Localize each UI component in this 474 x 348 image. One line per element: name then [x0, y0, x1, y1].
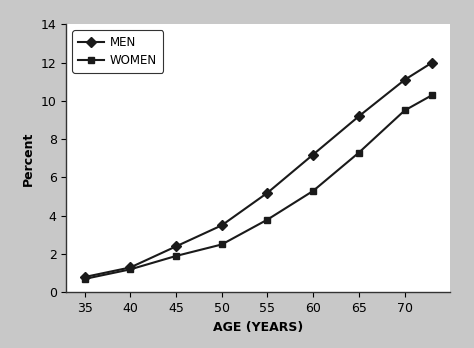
WOMEN [429, 93, 435, 97]
WOMEN [402, 109, 408, 113]
WOMEN [173, 254, 179, 258]
WOMEN [356, 150, 362, 155]
Legend: MEN, WOMEN: MEN, WOMEN [72, 30, 163, 73]
MEN [310, 152, 316, 157]
Line: MEN: MEN [81, 59, 436, 280]
WOMEN [264, 218, 270, 222]
WOMEN [128, 267, 133, 271]
WOMEN [82, 277, 88, 281]
MEN [356, 114, 362, 118]
MEN [264, 191, 270, 195]
MEN [402, 78, 408, 82]
X-axis label: AGE (YEARS): AGE (YEARS) [213, 321, 303, 334]
MEN [173, 244, 179, 248]
MEN [429, 61, 435, 65]
MEN [219, 223, 225, 228]
WOMEN [310, 189, 316, 193]
MEN [82, 275, 88, 279]
WOMEN [219, 242, 225, 246]
Line: WOMEN: WOMEN [81, 92, 436, 282]
MEN [128, 265, 133, 269]
Y-axis label: Percent: Percent [22, 131, 35, 185]
